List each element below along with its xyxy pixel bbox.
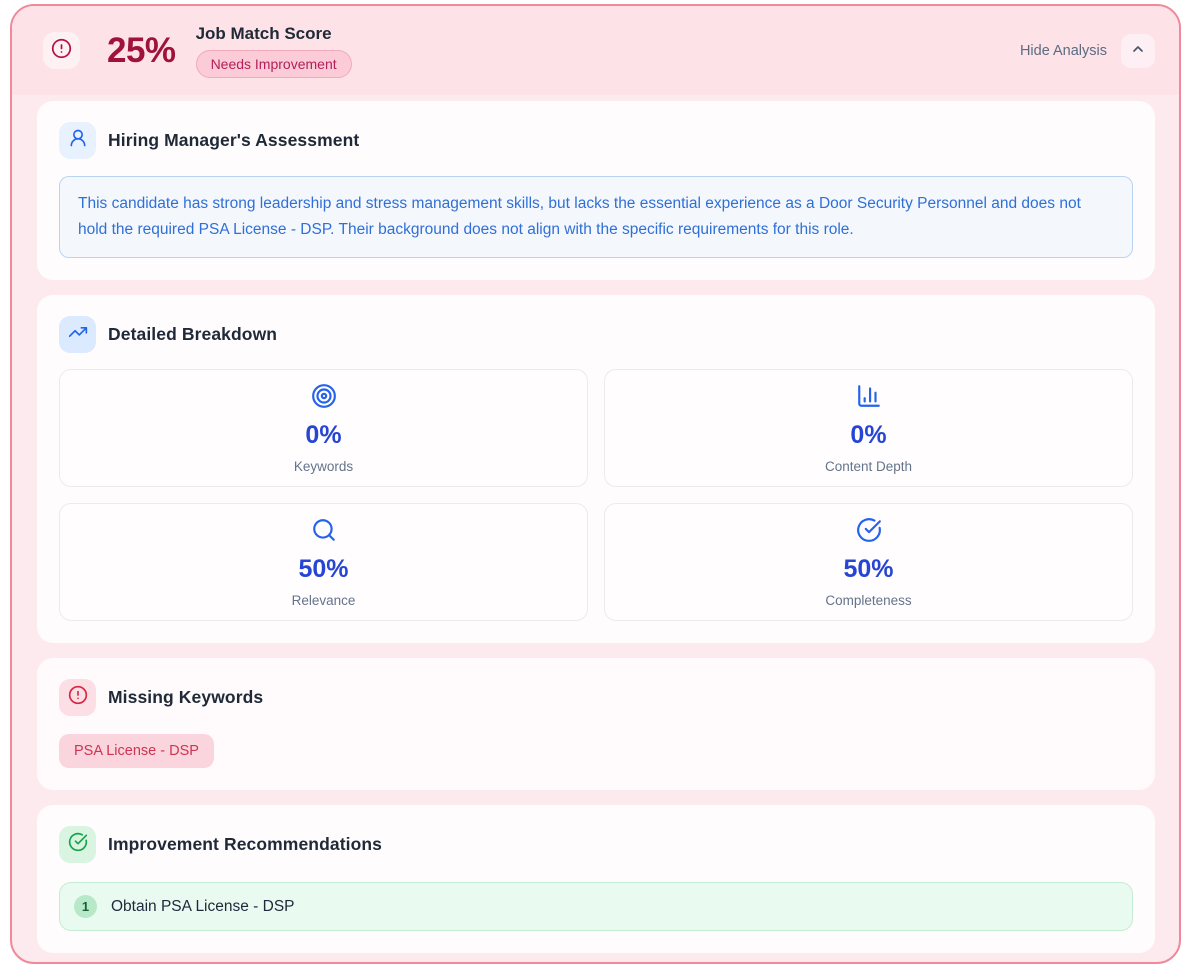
recommendations-title: Improvement Recommendations <box>108 834 383 854</box>
breakdown-card: Detailed Breakdown 0% Keywords 0% Conten… <box>37 295 1155 643</box>
recommendation-item: 1 Obtain PSA License - DSP <box>59 882 1133 931</box>
metric-tile-content-depth: 0% Content Depth <box>604 369 1133 487</box>
target-icon <box>311 383 337 414</box>
metric-label: Relevance <box>291 592 356 608</box>
alert-icon-box <box>59 679 96 716</box>
status-badge: Needs Improvement <box>195 49 352 78</box>
match-score-value: 25% <box>107 30 176 70</box>
metric-label: Completeness <box>825 592 912 608</box>
metrics-grid: 0% Keywords 0% Content Depth 50% Relevan… <box>59 369 1133 621</box>
hide-analysis-label[interactable]: Hide Analysis <box>1019 42 1107 59</box>
check-circle-icon <box>68 832 88 857</box>
missing-keyword-pill: PSA License - DSP <box>59 734 214 768</box>
score-alert-icon-box <box>43 32 80 69</box>
recommendation-number-badge: 1 <box>74 895 97 918</box>
user-icon-box <box>59 122 96 159</box>
alert-circle-icon <box>68 685 88 710</box>
search-icon <box>311 517 337 548</box>
recommendation-text: Obtain PSA License - DSP <box>111 897 295 915</box>
missing-keywords-title: Missing Keywords <box>108 687 264 707</box>
alert-circle-icon <box>51 38 72 64</box>
analysis-body: Hiring Manager's Assessment This candida… <box>12 95 1179 962</box>
check-icon-box <box>59 826 96 863</box>
trending-up-icon-box <box>59 316 96 353</box>
bar-chart-icon <box>856 383 882 414</box>
metric-value: 0% <box>305 420 342 449</box>
recommendations-card: Improvement Recommendations 1 Obtain PSA… <box>37 805 1155 953</box>
metric-label: Content Depth <box>824 458 913 474</box>
score-header: 25% Job Match Score Needs Improvement Hi… <box>12 6 1179 95</box>
metric-tile-completeness: 50% Completeness <box>604 503 1133 621</box>
missing-keywords-card: Missing Keywords PSA License - DSP <box>37 658 1155 790</box>
check-circle-icon <box>856 517 882 548</box>
assessment-card: Hiring Manager's Assessment This candida… <box>37 101 1155 280</box>
breakdown-title: Detailed Breakdown <box>108 324 278 344</box>
trending-up-icon <box>68 322 88 347</box>
assessment-title: Hiring Manager's Assessment <box>108 130 360 150</box>
assessment-text: This candidate has strong leadership and… <box>59 176 1133 258</box>
job-match-analysis-panel: 25% Job Match Score Needs Improvement Hi… <box>10 4 1181 964</box>
metric-tile-keywords: 0% Keywords <box>59 369 588 487</box>
metric-value: 50% <box>843 554 894 583</box>
metric-value: 0% <box>850 420 887 449</box>
user-icon <box>68 128 88 153</box>
score-title: Job Match Score <box>195 23 332 43</box>
metric-label: Keywords <box>293 458 354 474</box>
metric-value: 50% <box>298 554 349 583</box>
collapse-button[interactable] <box>1121 33 1155 68</box>
metric-tile-relevance: 50% Relevance <box>59 503 588 621</box>
chevron-up-icon <box>1130 41 1146 60</box>
